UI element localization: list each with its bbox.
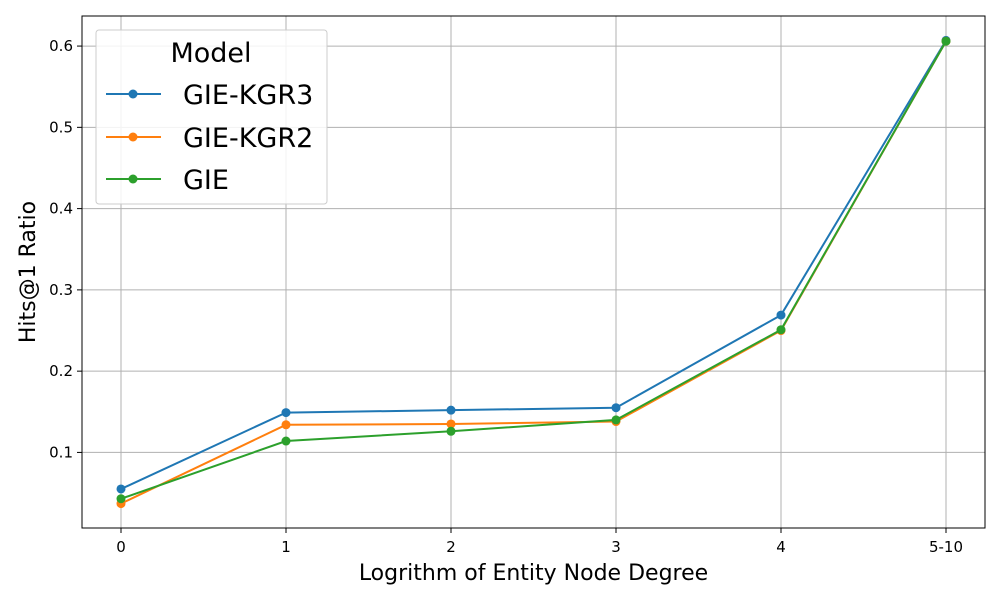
plot-frame <box>81 15 986 529</box>
legend-item: GIE-KGR3 <box>106 80 313 111</box>
y-tick-label: 0.2 <box>49 362 73 380</box>
data-point <box>281 408 291 418</box>
x-tick-label: 4 <box>776 538 786 556</box>
y-tick-label: 0.3 <box>49 281 73 299</box>
data-point <box>116 494 126 504</box>
data-point <box>116 484 126 494</box>
y-tick-label: 0.1 <box>49 443 73 461</box>
series-layer <box>116 35 951 509</box>
data-point <box>611 403 621 413</box>
legend-swatch-marker <box>128 174 138 184</box>
legend-item: GIE <box>106 165 229 196</box>
legend-label: GIE-KGR3 <box>183 80 313 111</box>
x-tick-label: 0 <box>116 538 126 556</box>
data-point <box>776 325 786 335</box>
legend-title: Model <box>170 38 251 69</box>
y-tick-label: 0.6 <box>49 37 73 55</box>
data-point <box>776 310 786 320</box>
legend: Model GIE-KGR3 GIE-KGR2 GIE <box>95 29 328 205</box>
x-axis-title: Logrithm of Entity Node Degree <box>359 561 708 586</box>
data-point <box>281 436 291 446</box>
legend-swatch-marker <box>128 132 138 142</box>
legend-label: GIE-KGR2 <box>183 123 313 154</box>
legend-item: GIE-KGR2 <box>106 123 313 154</box>
x-tick-label: 5-10 <box>929 538 963 556</box>
legend-items: GIE-KGR3 GIE-KGR2 GIE <box>106 80 313 196</box>
x-tick-label: 2 <box>446 538 456 556</box>
x-axis: 0 1 2 3 4 5-10 <box>116 528 963 556</box>
legend-label: GIE <box>183 165 229 196</box>
data-point <box>281 420 291 430</box>
data-point <box>941 36 951 46</box>
y-axis: 0.1 0.2 0.3 0.4 0.5 0.6 <box>49 37 82 461</box>
y-tick-label: 0.4 <box>49 200 73 218</box>
data-point <box>446 419 456 429</box>
legend-box <box>95 29 328 205</box>
y-tick-label: 0.5 <box>49 118 73 136</box>
y-axis-title: Hits@1 Ratio <box>16 201 41 343</box>
data-point <box>611 415 621 425</box>
series-line <box>120 39 947 490</box>
x-tick-label: 3 <box>611 538 621 556</box>
data-point <box>446 405 456 415</box>
data-point <box>446 426 456 436</box>
legend-swatch-marker <box>128 89 138 99</box>
x-tick-label: 1 <box>281 538 291 556</box>
series-gie <box>116 36 951 504</box>
series-line <box>120 40 947 500</box>
